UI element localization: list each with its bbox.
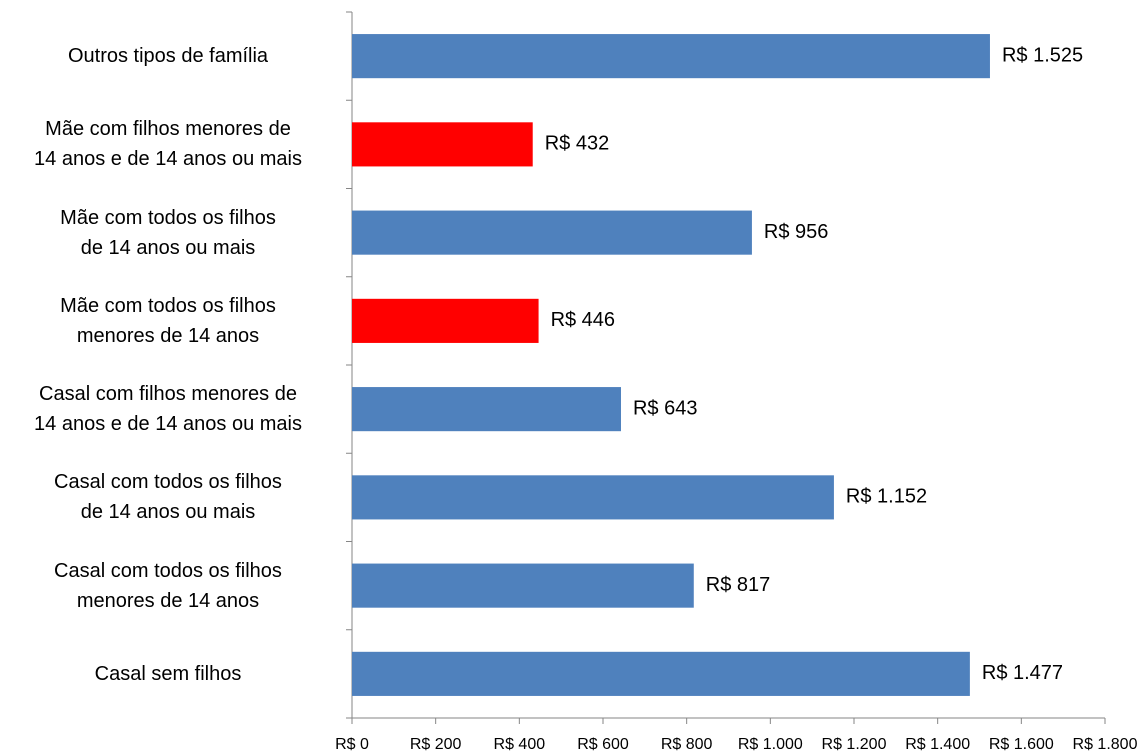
value-label: R$ 1.152	[846, 486, 927, 508]
x-tick-label: R$ 200	[410, 736, 462, 753]
x-tick-label: R$ 1.600	[989, 736, 1054, 753]
value-label: R$ 1.477	[982, 662, 1063, 684]
bar	[352, 298, 539, 343]
category-label: Mãe com filhos menores de 14 anos e de 1…	[34, 118, 302, 171]
category-label: Casal com todos os filhos menores de 14 …	[54, 559, 282, 612]
x-tick-label: R$ 1.000	[738, 736, 803, 753]
category-label: Mãe com todos os filhos menores de 14 an…	[60, 294, 276, 347]
bar	[352, 651, 970, 696]
bar	[352, 122, 533, 167]
value-label: R$ 1.525	[1002, 44, 1083, 66]
x-tick-label: R$ 400	[494, 736, 546, 753]
category-label: Outros tipos de família	[67, 45, 269, 68]
x-tick-label: R$ 1.400	[905, 736, 970, 753]
value-label: R$ 643	[633, 397, 698, 419]
value-label: R$ 446	[551, 309, 616, 331]
x-tick-label: R$ 1.200	[822, 736, 887, 753]
value-label: R$ 817	[706, 574, 771, 596]
bar	[352, 34, 990, 79]
bar	[352, 475, 834, 520]
bar	[352, 210, 752, 255]
bar	[352, 387, 621, 432]
value-label: R$ 956	[764, 221, 829, 243]
category-label: Casal com todos os filhos de 14 anos ou …	[54, 471, 282, 524]
x-tick-label: R$ 0	[335, 736, 369, 753]
category-label: Casal com filhos menores de 14 anos e de…	[34, 383, 302, 436]
x-tick-label: R$ 1.800	[1073, 736, 1138, 753]
x-tick-label: R$ 800	[661, 736, 713, 753]
value-label: R$ 432	[545, 133, 610, 155]
bar	[352, 563, 694, 608]
category-label: Casal sem filhos	[94, 662, 242, 685]
x-tick-label: R$ 600	[577, 736, 629, 753]
category-label: Mãe com todos os filhos de 14 anos ou ma…	[60, 206, 276, 259]
